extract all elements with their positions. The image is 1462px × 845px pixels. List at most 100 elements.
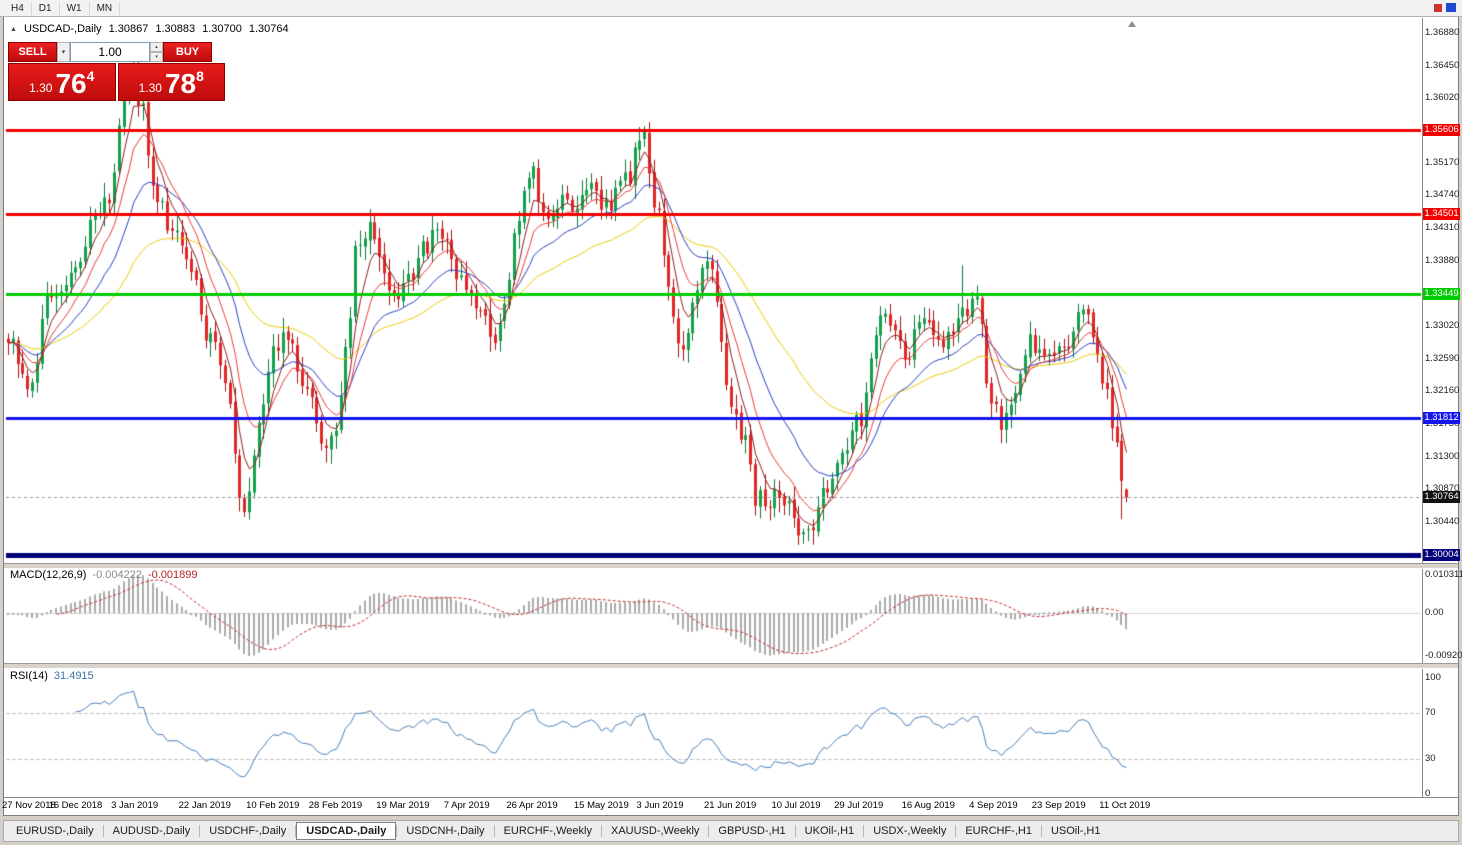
price-axis-tick: 1.36020 [1425,92,1460,104]
sell-price-big: 76 [55,68,87,99]
timeframe-button-d1[interactable]: D1 [32,1,60,15]
buy-button[interactable]: BUY [163,42,212,62]
chart-tab-xauusd-weekly[interactable]: XAUUSD-,Weekly [610,825,700,837]
rsi-value: 31.4915 [53,670,94,682]
date-label: 19 Mar 2019 [376,800,430,811]
tab-separator [600,825,602,837]
tab-separator [102,825,104,837]
date-label: 3 Jan 2019 [111,800,159,811]
ohlc-low: 1.30700 [202,23,242,35]
chart-tab-usdcad-daily[interactable]: USDCAD-,Daily [296,822,397,840]
chart-symbol-label: USDCAD-,Daily [23,23,102,35]
current-price-label: 1.30764 [1423,491,1460,504]
macd-panel-splitter[interactable] [4,563,1458,569]
macd-signal-value: -0.001899 [147,569,198,581]
timeframe-button-h4[interactable]: H4 [4,1,32,15]
date-label: 22 Jan 2019 [178,800,231,811]
ohlc-open: 1.30867 [108,23,149,35]
chart-tab-ukoil-h1[interactable]: UKOil-,H1 [804,825,855,837]
chart-toolbar: H4 D1 W1 MN [0,0,1462,17]
date-label: 10 Feb 2019 [246,800,300,811]
macd-axis-tick-min: -0.009203 [1425,650,1462,661]
chart-ohlc-header: ▲ USDCAD-,Daily 1.30867 1.30883 1.30700 … [10,23,289,35]
date-label: 28 Feb 2019 [308,800,363,811]
chart-tab-eurchf-weekly[interactable]: EURCHF-,Weekly [503,825,592,837]
date-label: 7 Apr 2019 [443,800,490,811]
ohlc-high: 1.30883 [155,23,196,35]
hline-price-label: 1.31812 [1423,411,1460,424]
tab-separator [493,825,495,837]
date-label: 16 Aug 2019 [901,800,955,811]
chart-tab-gbpusd-h1[interactable]: GBPUSD-,H1 [718,825,786,837]
window-blue-icon[interactable] [1446,3,1456,12]
chart-tab-usoil-h1[interactable]: USOil-,H1 [1050,825,1101,837]
rsi-axis-tick: 30 [1425,753,1436,765]
date-label: 16 Dec 2018 [48,800,103,811]
hline-price-label: 1.30004 [1423,549,1460,562]
tab-separator [794,825,796,837]
tab-separator [396,825,398,837]
rsi-indicator-label: RSI(14) 31.4915 [10,670,94,682]
volume-increase-icon[interactable]: ▴ [150,42,163,52]
timeframe-button-mn[interactable]: MN [90,1,121,15]
time-axis-separator [4,797,1458,798]
macd-title: MACD(12,26,9) [10,569,87,581]
buy-price-button[interactable]: 1.30 78 8 [117,63,225,101]
macd-axis-tick-zero: 0.00 [1425,607,1444,619]
symbol-marker-icon: ▲ [10,25,17,33]
rsi-panel-splitter[interactable] [4,663,1458,669]
tab-separator [295,825,297,837]
rsi-axis-tick: 100 [1425,672,1441,683]
chart-tab-usdchf-daily[interactable]: USDCHF-,Daily [209,825,287,837]
volume-input[interactable]: 1.00 [70,42,150,62]
date-label: 15 May 2019 [573,800,629,811]
hline-price-label: 1.33449 [1423,287,1460,300]
price-axis-tick: 1.34310 [1425,222,1460,234]
date-label: 29 Jul 2019 [834,800,884,811]
timeframe-button-group: H4 D1 W1 MN [4,0,121,16]
chart-shift-marker-icon[interactable] [1128,21,1136,27]
sell-price-button[interactable]: 1.30 76 4 [8,63,116,101]
chart-tab-eurusd-daily[interactable]: EURUSD-,Daily [16,825,94,837]
price-axis-tick: 1.34740 [1425,189,1460,201]
price-axis-tick: 1.30440 [1425,516,1460,527]
sell-price-base: 1.30 [29,81,53,95]
hline-price-label: 1.35606 [1423,123,1460,136]
rsi-axis-tick: 0 [1425,788,1431,799]
sell-button[interactable]: SELL [8,42,57,62]
chart-tab-usdx-weekly[interactable]: USDX-,Weekly [873,825,947,837]
price-axis-tick: 1.35170 [1425,156,1460,168]
chart-tab-bar: EURUSD-,Daily AUDUSD-,Daily USDCHF-,Daily U… [3,820,1459,842]
timeframe-button-w1[interactable]: W1 [60,1,90,15]
macd-indicator-label: MACD(12,26,9) -0.004222 -0.001899 [10,569,198,581]
tab-separator [1040,825,1042,837]
tab-separator [955,825,957,837]
toolbar-icons [1434,3,1456,12]
price-axis-tick: 1.33020 [1425,320,1460,332]
date-label: 11 Oct 2019 [1099,800,1151,811]
hline-price-label: 1.34501 [1423,207,1460,220]
chart-tab-eurchf-h1[interactable]: EURCHF-,H1 [965,825,1032,837]
date-label: 3 Jun 2019 [636,800,684,811]
price-axis-tick: 1.33880 [1425,254,1460,266]
price-axis-separator [1422,18,1423,797]
date-label: 27 Nov 2018 [2,800,56,811]
alert-red-icon[interactable] [1434,3,1442,12]
macd-axis-tick-max: 0.010311 [1425,569,1462,580]
macd-main-value: -0.004222 [92,569,142,581]
chart-tab-audusd-daily[interactable]: AUDUSD-,Daily [112,825,191,837]
date-label: 4 Sep 2019 [969,800,1018,811]
buy-price-sup: 8 [196,68,204,84]
chart-tab-usdcnh-daily[interactable]: USDCNH-,Daily [406,825,485,837]
volume-dropdown-icon[interactable]: ▾ [57,42,70,62]
price-axis-tick: 1.36450 [1425,59,1460,71]
volume-decrease-icon[interactable]: ▾ [150,52,163,62]
date-label: 10 Jul 2019 [771,800,821,811]
price-axis-tick: 1.31300 [1425,450,1460,462]
volume-stepper: ▴ ▾ [150,42,163,62]
ohlc-close: 1.30764 [248,23,289,35]
price-axis-tick: 1.32160 [1425,385,1460,397]
date-label: 23 Sep 2019 [1031,800,1086,811]
